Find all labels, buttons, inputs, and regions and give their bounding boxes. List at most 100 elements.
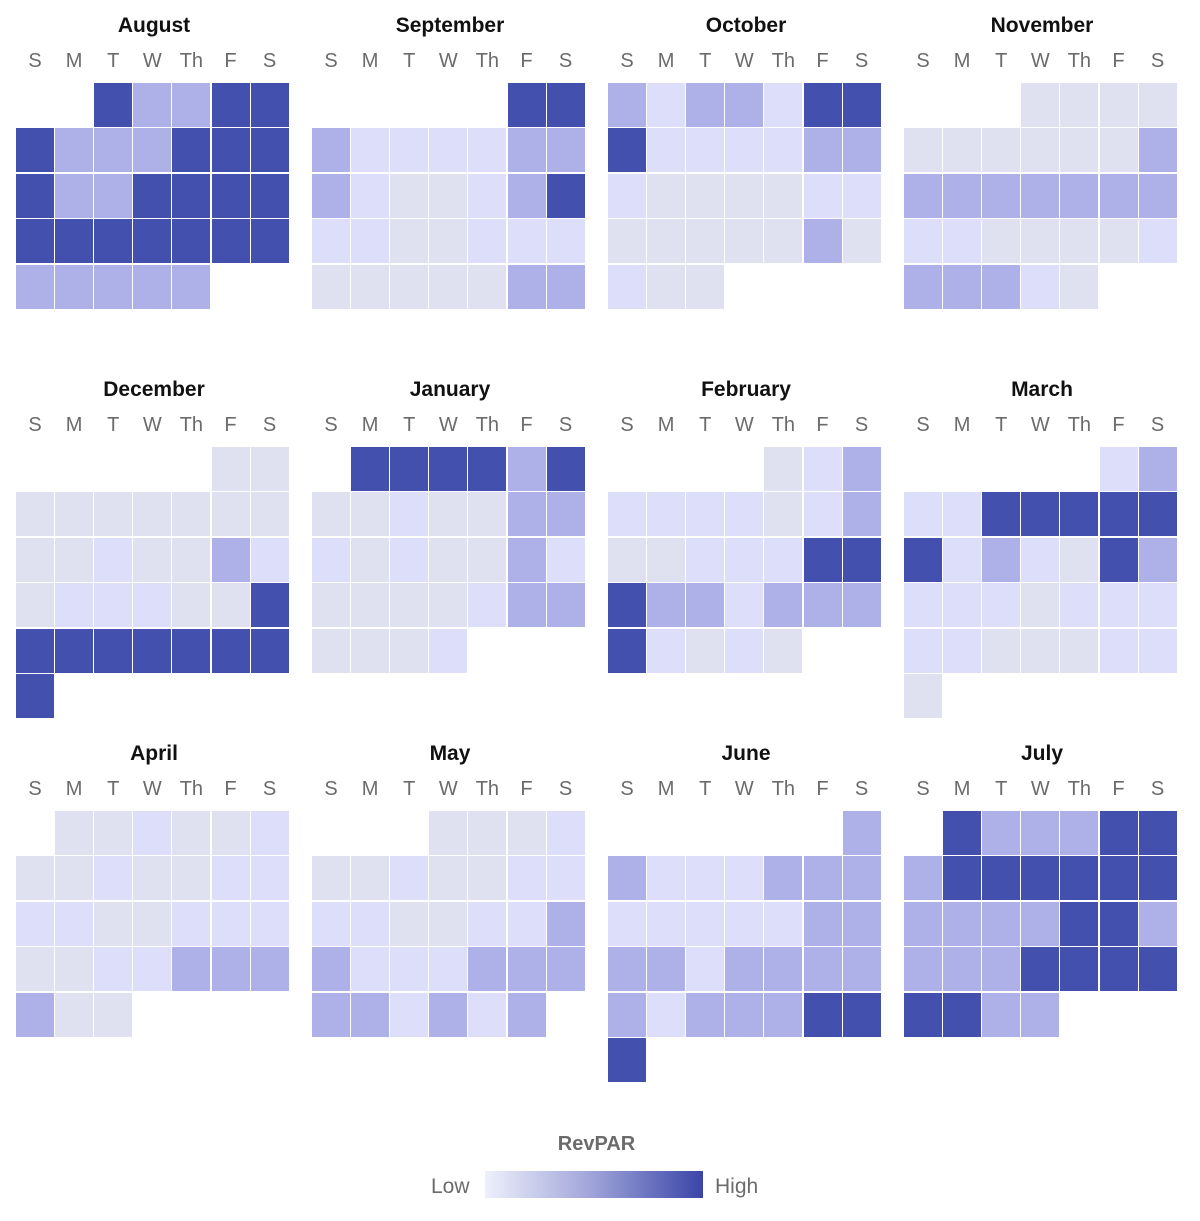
weekday-label: M (361, 778, 379, 800)
day-cell (647, 264, 686, 309)
day-cell (943, 583, 982, 628)
day-cell (390, 856, 429, 901)
day-cell (55, 173, 94, 218)
day-cell (803, 128, 842, 173)
weekday-label: S (854, 414, 869, 436)
day-cell (803, 992, 842, 1037)
day-cell (429, 992, 468, 1037)
day-cell (211, 856, 250, 901)
day-cell (1099, 173, 1138, 218)
day-cell (94, 901, 133, 946)
day-cell (546, 811, 585, 855)
day-cell (686, 537, 725, 582)
day-cell (16, 128, 54, 173)
day-cell (1021, 128, 1060, 173)
day-cell (390, 583, 429, 628)
day-cell (686, 173, 725, 218)
day-cell (468, 947, 507, 992)
weekday-label: F (520, 414, 533, 436)
day-cell (1138, 583, 1177, 628)
day-cell (943, 811, 982, 855)
day-cell (1138, 856, 1177, 901)
day-cell (982, 128, 1021, 173)
weekday-label: Th (771, 50, 796, 72)
day-cell (1021, 492, 1060, 537)
day-cell (1021, 992, 1060, 1037)
weekday-label: T (107, 414, 120, 436)
day-cell (429, 628, 468, 673)
day-cell (608, 583, 646, 628)
day-cell (390, 537, 429, 582)
legend-title: RevPAR (557, 1133, 636, 1155)
day-cell (982, 628, 1021, 673)
weekday-label: T (699, 414, 712, 436)
day-cell (803, 83, 842, 127)
day-cell (468, 811, 507, 855)
day-cell (647, 173, 686, 218)
day-cell (1060, 583, 1099, 628)
day-cell (764, 128, 803, 173)
day-cell (250, 83, 289, 127)
day-cell (16, 219, 54, 264)
day-cell (172, 947, 211, 992)
weekday-label: M (953, 50, 971, 72)
month-title: September (395, 14, 505, 37)
weekday-label: S (324, 778, 338, 800)
day-cell (803, 583, 842, 628)
day-cell (1138, 811, 1177, 855)
day-cell (803, 492, 842, 537)
day-cell (842, 856, 881, 901)
day-cell (943, 992, 982, 1037)
day-cell (133, 856, 172, 901)
day-cell (390, 173, 429, 218)
day-cell (94, 264, 133, 309)
day-cell (546, 173, 585, 218)
weekday-label: S (262, 414, 277, 436)
day-cell (1060, 173, 1099, 218)
day-cell (904, 583, 942, 628)
day-cell (507, 947, 546, 992)
day-cell (312, 947, 350, 992)
day-cell (250, 219, 289, 264)
day-cell (351, 583, 390, 628)
day-cell (608, 628, 646, 673)
day-cell (764, 856, 803, 901)
day-cell (250, 901, 289, 946)
day-cell (429, 492, 468, 537)
day-cell (55, 811, 94, 855)
weekday-label: W (734, 50, 754, 72)
day-cell (507, 264, 546, 309)
day-cell (764, 537, 803, 582)
day-cell (468, 992, 507, 1037)
day-cell (351, 447, 390, 491)
day-cell (507, 173, 546, 218)
day-cell (546, 219, 585, 264)
day-cell (172, 264, 211, 309)
day-cell (312, 628, 350, 673)
month-title: June (721, 742, 771, 765)
day-cell (16, 628, 54, 673)
day-cell (1099, 811, 1138, 855)
day-cell (647, 537, 686, 582)
weekday-label: Th (1067, 414, 1092, 436)
day-cell (904, 856, 942, 901)
day-cell (904, 947, 942, 992)
day-cell (842, 811, 881, 855)
day-cell (842, 992, 881, 1037)
day-cell (133, 492, 172, 537)
day-cell (546, 947, 585, 992)
day-cell (468, 856, 507, 901)
month-title: August (117, 14, 191, 37)
day-cell (94, 628, 133, 673)
day-cell (351, 537, 390, 582)
day-cell (686, 83, 725, 127)
day-cell (943, 219, 982, 264)
day-cell (468, 219, 507, 264)
day-cell (172, 901, 211, 946)
day-cell (351, 992, 390, 1037)
day-cell (16, 264, 54, 309)
day-cell (608, 901, 646, 946)
weekday-label: Th (475, 778, 500, 800)
day-cell (943, 628, 982, 673)
day-cell (982, 947, 1021, 992)
